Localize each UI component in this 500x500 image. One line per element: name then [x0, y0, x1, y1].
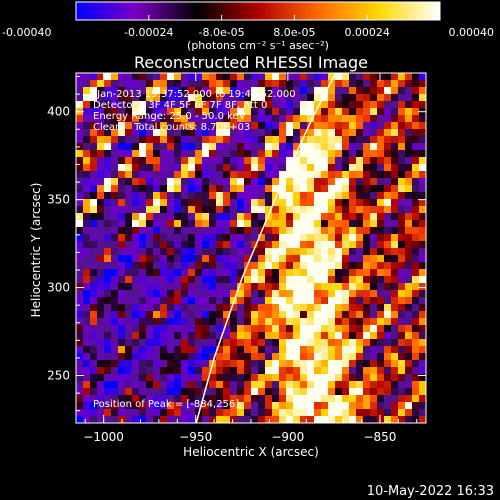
colorbar: [75, 1, 441, 21]
y-tick-label: 400: [47, 105, 70, 119]
x-axis-label: Heliocentric X (arcsec): [183, 445, 319, 459]
x-tick-label: −850: [363, 430, 396, 444]
x-tick-label: −1000: [83, 430, 124, 444]
y-tick-label: 300: [47, 281, 70, 295]
detectors-text: Detectors: 3F 4F 5F 6F 7F 8F, Att 0: [93, 100, 267, 111]
observation-info: -Jan-2013 19:37:52.000 to 19:43:52.000 D…: [93, 89, 296, 133]
x-tick-label: −900: [271, 430, 304, 444]
solar-limb-line: [195, 73, 337, 423]
time-range-text: -Jan-2013 19:37:52.000 to 19:43:52.000: [93, 89, 296, 100]
y-tick-label: 250: [47, 369, 70, 383]
x-tick-label: −950: [179, 430, 212, 444]
colorbar-tick-label: -0.00040: [2, 26, 51, 39]
heatmap-image: [76, 73, 426, 423]
colorbar-tick-label: 0.00040: [449, 26, 495, 39]
colorbar-tick-label: -0.00024: [124, 26, 173, 39]
colorbar-ticks: -0.00040 -0.00024 -8.0e-05 8.0e-05 0.00024 0.…: [2, 15, 494, 39]
colorbar-tick-label: -8.0e-05: [198, 26, 244, 39]
peak-position-text: Position of Peak = [-884,256]: [93, 399, 239, 410]
y-tick-label: 350: [47, 193, 70, 207]
colorbar-tick-label: 0.00024: [344, 26, 390, 39]
colorbar-unit-label: (photons cm⁻² s⁻¹ asec⁻²): [187, 39, 329, 52]
clean-counts-text: Clean Total counts: 8.70E+03: [93, 122, 250, 133]
chart-title: Reconstructed RHESSI Image: [134, 53, 368, 72]
colorbar-tick-label: 8.0e-05: [273, 26, 315, 39]
energy-range-text: Energy Range: 25.0 - 50.0 keV: [93, 111, 246, 122]
axis-ticks: −1000 −950 −900 −850 250 300 350 400: [47, 73, 426, 444]
generation-timestamp: 10-May-2022 16:33: [367, 484, 494, 499]
y-axis-label: Heliocentric Y (arcsec): [29, 183, 43, 318]
